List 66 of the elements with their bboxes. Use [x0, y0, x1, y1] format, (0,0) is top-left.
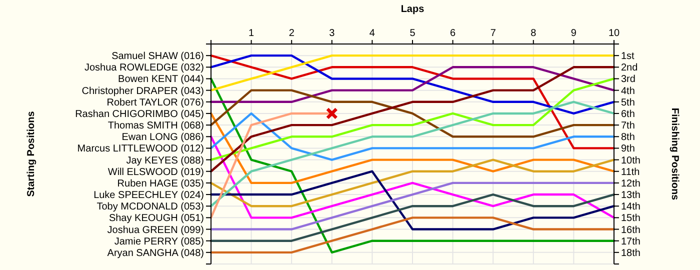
series-label: Ruben HAGE (035): [117, 178, 204, 190]
line-series: [210, 54, 616, 150]
series-label: Joshua ROWLEDGE (032): [84, 62, 204, 74]
series-label: Thomas SMITH (068): [108, 120, 204, 132]
y2-axis-title: Finishing Positions: [669, 108, 680, 201]
line-series: [210, 112, 616, 161]
y-tick-label: 4th: [621, 86, 635, 97]
line-series: [210, 112, 616, 184]
y-tick-label: 7th: [621, 120, 635, 132]
line-series: [210, 78, 616, 254]
x-tick-label: 4: [369, 28, 376, 39]
x-tick-label: 6: [450, 28, 456, 39]
y-tick-label: 3rd: [621, 74, 636, 86]
x-tick-label: 7: [490, 28, 496, 39]
line-series: [210, 54, 616, 92]
series-label: Ewan LONG (086): [122, 132, 204, 144]
y-tick-label: 17th: [621, 236, 640, 248]
line-series: [210, 66, 616, 172]
y-tick-label: 18th: [621, 248, 640, 259]
y-tick-label: 15th: [621, 213, 640, 224]
line-series: [210, 89, 616, 138]
series-label: Joshua GREEN (099): [107, 224, 204, 236]
series-label: Jay KEYES (088): [126, 155, 204, 166]
x-tick-label: 2: [288, 28, 295, 39]
text: Starting Positions: [26, 110, 37, 197]
series-label: Will ELSWOOD (019): [108, 166, 204, 178]
x-tick-label: 5: [410, 28, 416, 39]
series-label: Marcus LITTLEWOOD (012): [77, 144, 204, 155]
series-label: Toby MCDONALD (053): [96, 202, 204, 213]
line-series: [210, 193, 616, 242]
y-tick-label: 2nd: [621, 62, 638, 74]
line-series: [210, 78, 616, 161]
y-tick-label: 16th: [621, 224, 640, 236]
y-tick-label: 13th: [621, 190, 640, 202]
line-series: [210, 66, 616, 103]
line-series: [210, 182, 616, 230]
x-tick-label: 8: [530, 28, 537, 39]
line-series: [210, 136, 616, 219]
line-series: [210, 54, 616, 115]
x-tick-label: 1: [248, 28, 255, 39]
y-tick-label: 11th: [621, 166, 640, 178]
line-series: [210, 100, 616, 208]
line-series: [210, 216, 616, 254]
line-series: [210, 170, 616, 230]
series-label: Bowen KENT (044): [118, 74, 204, 86]
series-label: Robert TAYLOR (076): [106, 97, 204, 108]
series-label: Shay KEOUGH (051): [108, 213, 204, 224]
y-tick-label: 1st: [621, 51, 635, 62]
series-label: Rashan CHIGORIMBO (045): [75, 108, 204, 120]
y-tick-label: 8th: [621, 132, 635, 144]
y-tick-label: 14th: [621, 202, 640, 213]
line-series: [210, 158, 616, 208]
series-label: Luke SPEECHLEY (024): [94, 190, 204, 202]
series-label: Jamie PERRY (085): [114, 236, 204, 248]
y-tick-label: 5th: [621, 97, 635, 108]
y-tick-label: 6th: [621, 108, 635, 120]
series-label: Christopher DRAPER (043): [82, 86, 204, 97]
x-tick-label: 10: [608, 28, 620, 39]
series-label: Samuel SHAW (016): [112, 51, 204, 62]
x-tick-label: 9: [570, 28, 577, 39]
y-tick-label: 9th: [621, 144, 635, 155]
x-tick-label: 3: [329, 28, 336, 39]
x-axis-title: Laps: [400, 4, 425, 15]
series-label: Aryan SANGHA (048): [107, 248, 204, 259]
y-tick-label: 12th: [621, 178, 640, 190]
y-tick-label: 10th: [621, 155, 640, 166]
